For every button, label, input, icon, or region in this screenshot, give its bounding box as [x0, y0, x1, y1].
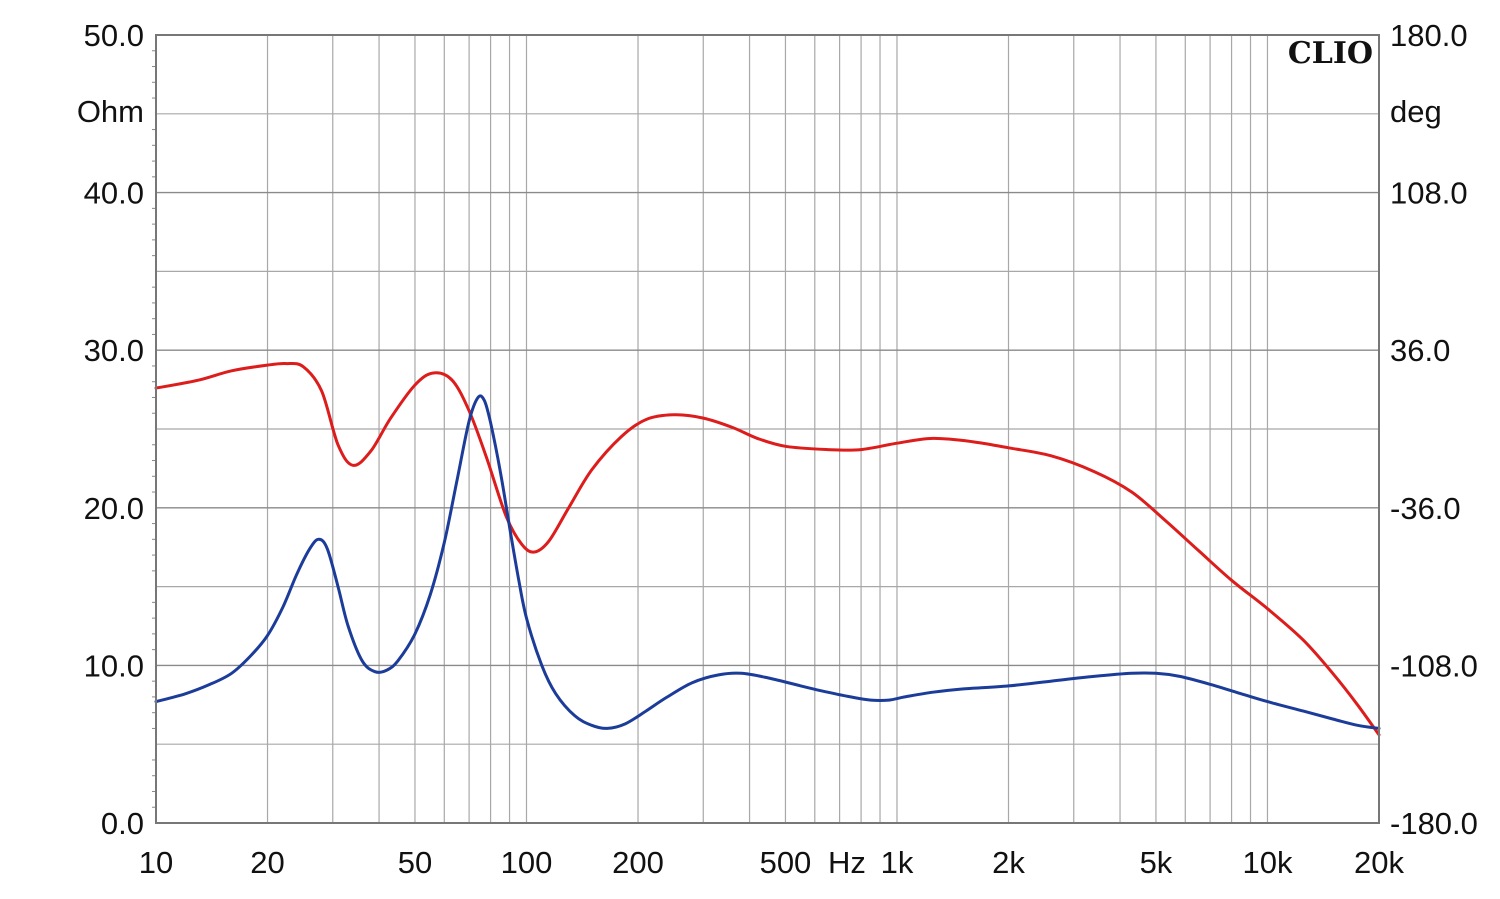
x-unit-label: Hz — [828, 845, 866, 880]
y-left-tick-label: 0.0 — [101, 806, 144, 841]
grid — [152, 35, 1379, 823]
x-tick-label: 5k — [1140, 845, 1173, 880]
x-tick-label: 2k — [992, 845, 1025, 880]
y-left-tick-label: 30.0 — [84, 333, 144, 368]
x-tick-label: 20 — [250, 845, 284, 880]
y-right-tick-label: -180.0 — [1390, 806, 1478, 841]
x-tick-label: 1k — [881, 845, 914, 880]
curves — [154, 361, 1381, 737]
impedance-curve — [154, 394, 1381, 730]
y-right-tick-label: -36.0 — [1390, 491, 1461, 526]
tick-labels: 10 20 50 100 200 500 1k 2k 5k 10k 20k 0.0 10.0 20.0 30… — [84, 18, 1478, 880]
y-left-tick-label: 20.0 — [84, 491, 144, 526]
y-left-tick-label: 10.0 — [84, 648, 144, 683]
x-tick-label: 100 — [501, 845, 553, 880]
y-left-tick-label: 50.0 — [84, 18, 144, 53]
y-right-tick-label: 108.0 — [1390, 176, 1468, 211]
y-right-tick-label: 36.0 — [1390, 333, 1450, 368]
right-unit-label: deg — [1390, 94, 1442, 129]
x-tick-label: 50 — [398, 845, 432, 880]
phase-curve — [154, 361, 1381, 737]
x-tick-label: 10 — [139, 845, 173, 880]
x-tick-label: 20k — [1354, 845, 1404, 880]
x-tick-label: 200 — [612, 845, 664, 880]
x-tick-label: 500 — [760, 845, 812, 880]
plot-frame — [155, 34, 1380, 824]
left-unit-label: Ohm — [77, 94, 144, 129]
y-right-tick-label: 180.0 — [1390, 18, 1468, 53]
y-left-tick-label: 40.0 — [84, 176, 144, 211]
brand-logo: CLIO — [1288, 36, 1373, 71]
y-right-tick-label: -108.0 — [1390, 648, 1478, 683]
x-tick-label: 10k — [1242, 845, 1292, 880]
